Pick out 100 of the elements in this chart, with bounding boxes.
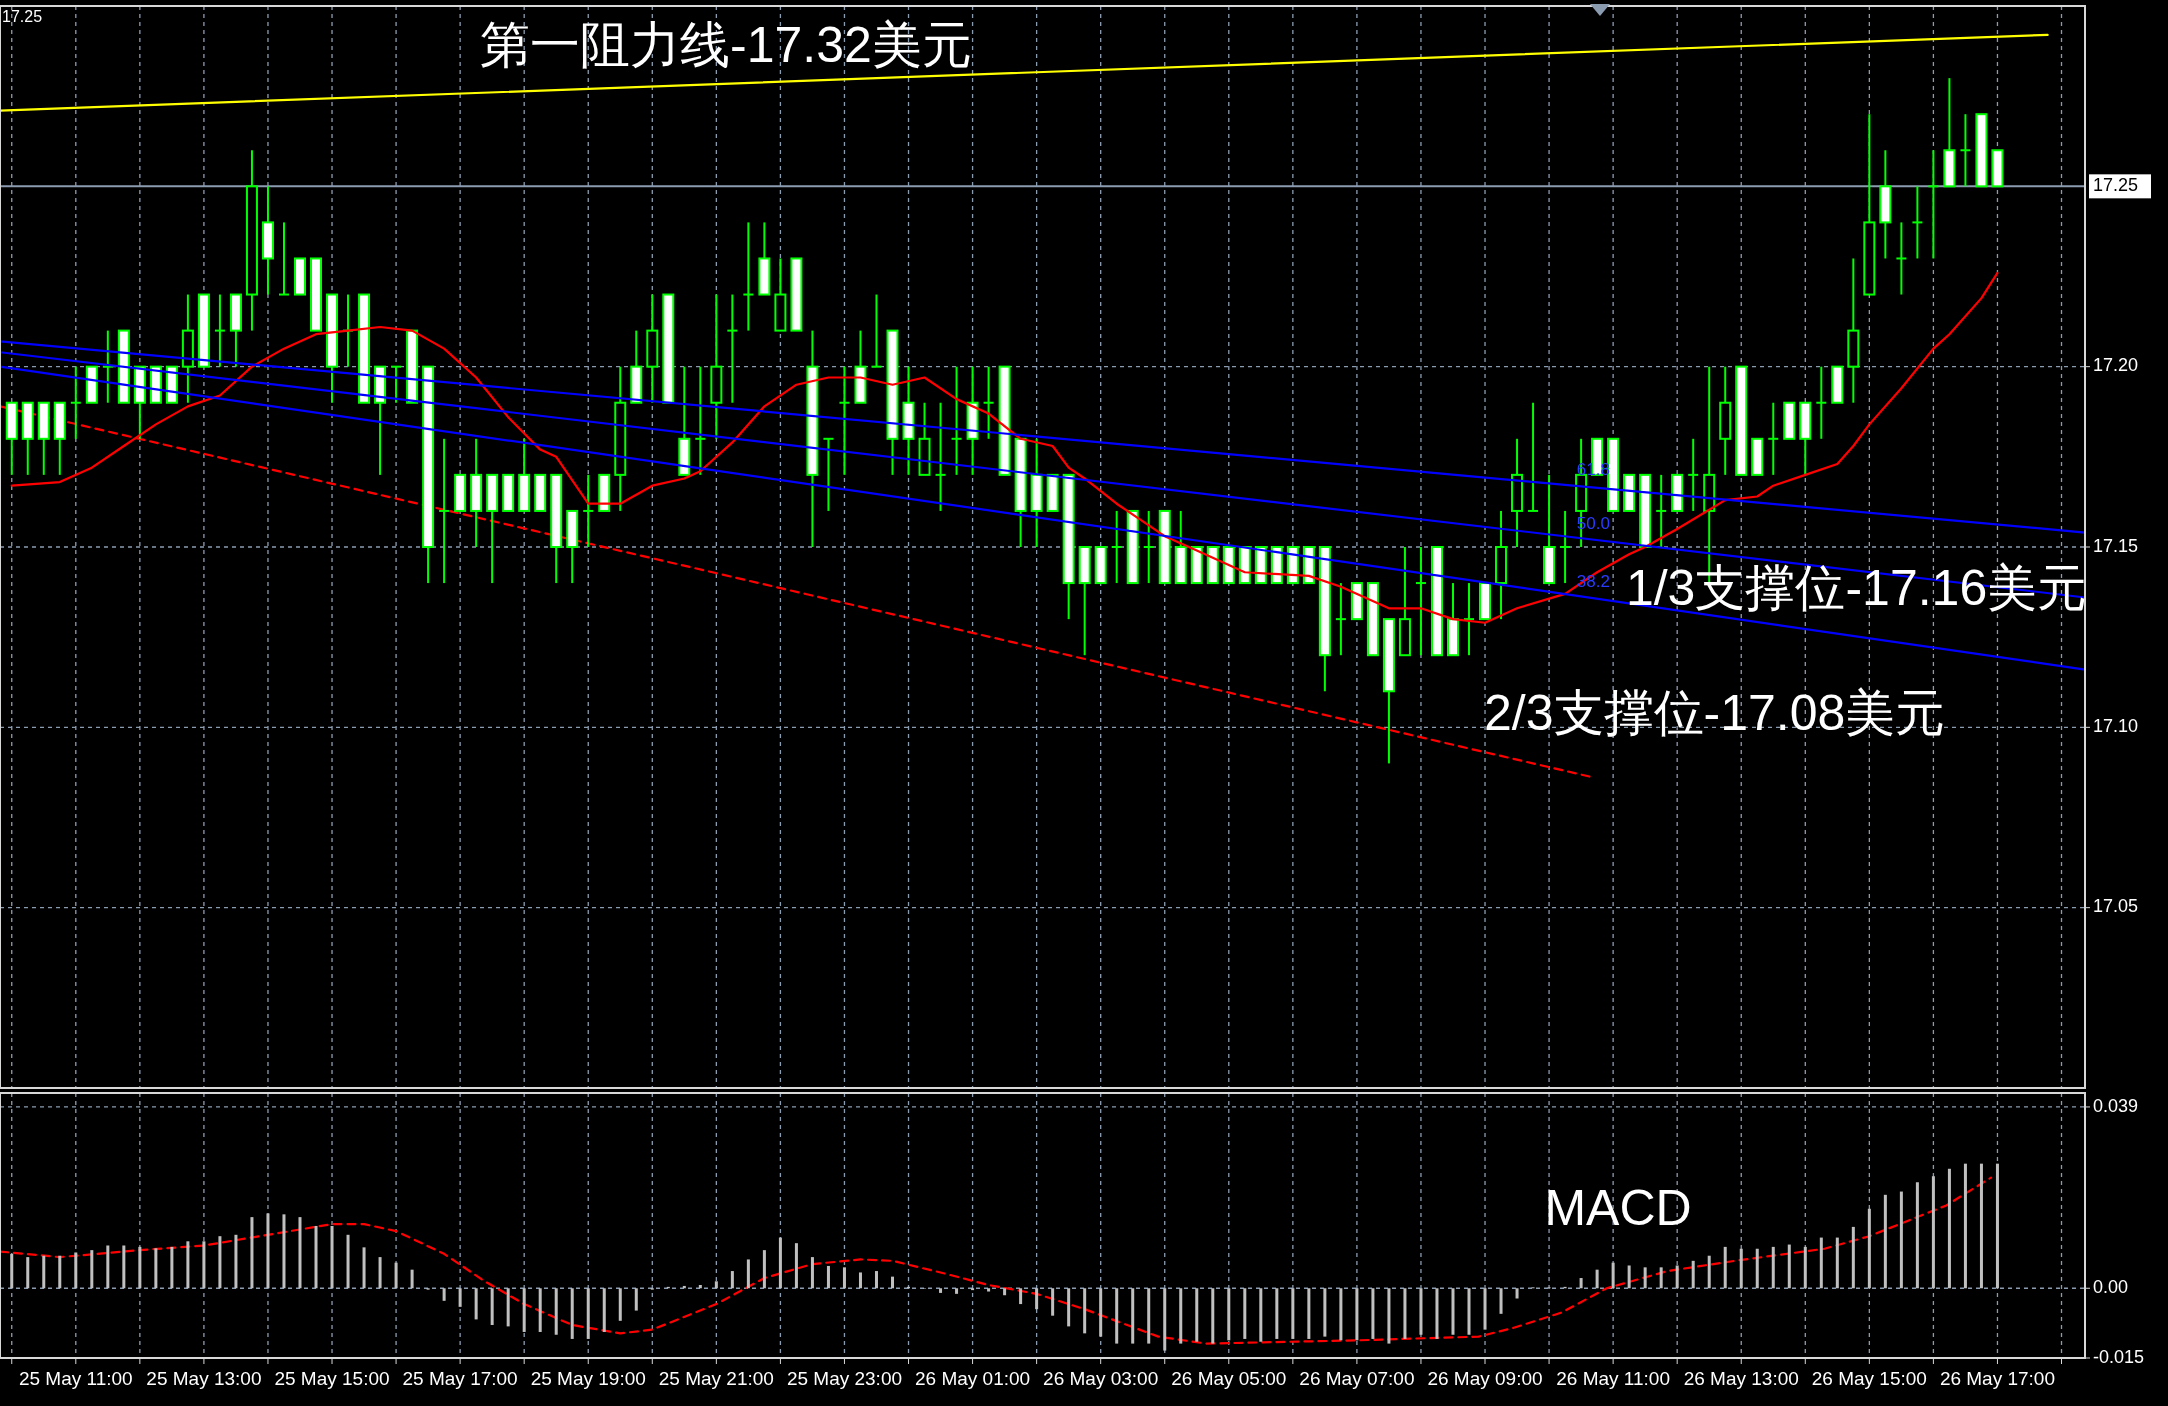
candlestick — [1110, 509, 1123, 585]
bar — [1819, 1237, 1823, 1289]
bar — [1451, 1288, 1455, 1335]
bar — [1339, 1288, 1343, 1341]
candlestick — [1815, 365, 1828, 440]
bar — [1979, 1163, 1983, 1289]
x-tick-label: 25 May 13:00 — [146, 1368, 262, 1389]
bar — [586, 1288, 590, 1339]
candlestick — [1334, 582, 1347, 657]
bar — [346, 1234, 350, 1289]
bar — [1515, 1288, 1519, 1299]
bar — [250, 1217, 254, 1289]
bar — [714, 1281, 718, 1289]
candlestick — [950, 365, 963, 476]
bar — [410, 1269, 414, 1289]
bar — [1243, 1288, 1247, 1339]
bar — [842, 1267, 846, 1289]
bar — [1771, 1246, 1775, 1289]
bar — [362, 1247, 366, 1289]
candlestick — [838, 365, 851, 476]
bar — [1099, 1288, 1103, 1337]
bar — [1627, 1265, 1631, 1289]
bar — [778, 1237, 782, 1289]
bar — [1419, 1288, 1423, 1335]
bar — [170, 1246, 174, 1289]
bar — [1323, 1288, 1327, 1337]
bar — [1835, 1237, 1839, 1289]
bar — [186, 1241, 190, 1289]
bar — [58, 1255, 62, 1289]
annotation: 17.25 — [2, 8, 43, 25]
x-tick-label: 25 May 17:00 — [402, 1368, 518, 1389]
bar — [1003, 1288, 1007, 1296]
bar — [1147, 1288, 1151, 1344]
x-tick-label: 26 May 15:00 — [1811, 1368, 1927, 1389]
bar — [458, 1288, 462, 1307]
candlestick — [1895, 221, 1908, 296]
candlestick — [1959, 113, 1972, 188]
candlestick — [1911, 185, 1924, 260]
bar — [698, 1285, 702, 1289]
bar — [122, 1245, 126, 1289]
candlestick — [438, 437, 451, 585]
bar — [1963, 1163, 1967, 1289]
bar — [1131, 1288, 1135, 1344]
candlestick — [1414, 546, 1427, 657]
candlestick — [982, 365, 995, 440]
bar — [26, 1257, 30, 1289]
bar — [1211, 1288, 1215, 1344]
bar — [314, 1225, 318, 1289]
bar — [1867, 1208, 1871, 1289]
bar — [1995, 1163, 1999, 1289]
bar — [1275, 1288, 1279, 1339]
bar — [1947, 1168, 1951, 1289]
bar — [1611, 1262, 1615, 1289]
bar — [1483, 1288, 1487, 1330]
bar — [570, 1288, 574, 1339]
x-tick-label: 26 May 09:00 — [1427, 1368, 1543, 1389]
bar — [1659, 1267, 1663, 1289]
bar — [1035, 1288, 1039, 1310]
bar — [602, 1288, 606, 1332]
bar — [234, 1234, 238, 1289]
bar — [1179, 1288, 1183, 1344]
bar — [1499, 1288, 1503, 1314]
bar — [1883, 1194, 1887, 1289]
bar — [1163, 1288, 1167, 1351]
bar — [1691, 1260, 1695, 1289]
bar — [1371, 1288, 1375, 1339]
candlestick — [390, 365, 403, 404]
bar — [154, 1248, 158, 1289]
y-tick-label: 17.15 — [2093, 535, 2139, 556]
bar — [1707, 1255, 1711, 1289]
bar — [1355, 1288, 1359, 1341]
bar — [1787, 1244, 1791, 1289]
candlestick — [1527, 401, 1540, 512]
y-tick-label: 17.10 — [2093, 716, 2139, 737]
x-tick-label: 26 May 01:00 — [915, 1368, 1031, 1389]
candlestick — [277, 221, 290, 296]
bar — [1739, 1248, 1743, 1289]
bar — [474, 1288, 478, 1320]
bar — [1019, 1288, 1023, 1305]
bar — [42, 1255, 46, 1289]
bar — [1307, 1288, 1311, 1339]
bar — [1051, 1288, 1055, 1316]
bar — [538, 1288, 542, 1332]
candlestick — [1655, 473, 1668, 548]
bar — [506, 1288, 510, 1327]
bar — [202, 1241, 206, 1289]
bar — [394, 1262, 398, 1289]
x-tick-label: 26 May 11:00 — [1556, 1368, 1670, 1389]
bar — [955, 1288, 959, 1294]
bar — [1227, 1288, 1231, 1341]
ref-line-label: 17.25 — [2093, 175, 2139, 196]
bar — [1387, 1288, 1391, 1344]
bar — [891, 1276, 894, 1289]
candlestick — [1767, 401, 1780, 476]
bar — [1595, 1269, 1599, 1289]
x-tick-label: 25 May 11:00 — [18, 1368, 133, 1389]
bar — [762, 1250, 766, 1289]
bar — [618, 1288, 622, 1321]
y-tick-label: -0.015 — [2093, 1346, 2145, 1367]
candlestick — [870, 293, 883, 368]
